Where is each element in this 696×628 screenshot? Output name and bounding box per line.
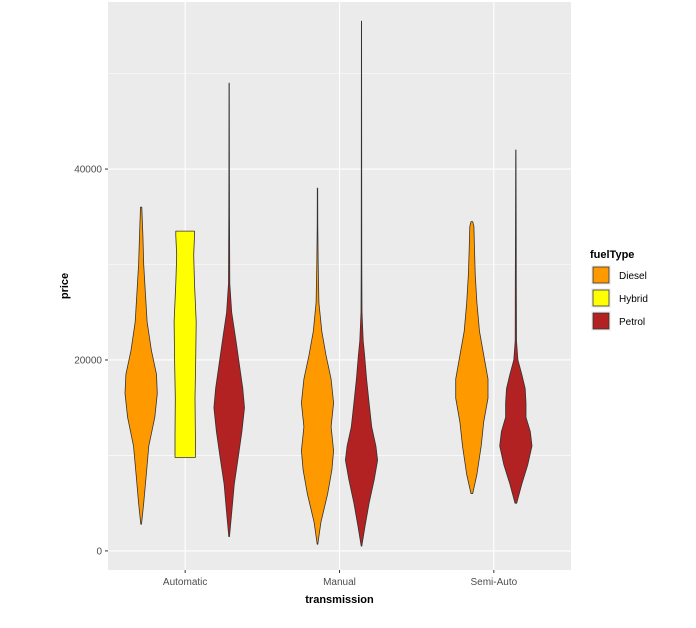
x-tick-label: Manual <box>323 577 356 588</box>
violin-hybrid-automatic <box>173 230 197 458</box>
y-tick-label: 20000 <box>74 355 102 366</box>
x-axis-title: transmission <box>305 594 374 606</box>
y-tick-label: 0 <box>96 546 102 557</box>
violin-diesel-semi-auto <box>455 221 489 494</box>
legend-label-diesel: Diesel <box>619 271 647 282</box>
legend-label-petrol: Petrol <box>619 317 645 328</box>
legend-title: fuelType <box>590 249 634 261</box>
x-tick-label: Semi-Auto <box>470 577 517 588</box>
violin-petrol-automatic <box>213 82 245 537</box>
violins <box>124 20 533 547</box>
violin-petrol-manual <box>345 20 378 547</box>
x-tick-label: Automatic <box>163 577 207 588</box>
legend: fuelType Diesel Hybrid Petrol <box>590 249 648 331</box>
y-axis-title: price <box>59 273 71 299</box>
legend-swatch-hybrid <box>592 289 610 307</box>
y-axis: 0 20000 40000 <box>74 165 108 557</box>
violin-petrol-semi-auto <box>499 149 533 504</box>
legend-swatch-petrol <box>592 312 610 330</box>
x-axis: Automatic Manual Semi-Auto <box>163 570 518 588</box>
y-tick-label: 40000 <box>74 165 102 176</box>
legend-swatch-diesel <box>592 266 610 284</box>
violin-diesel-manual <box>301 187 334 545</box>
violin-diesel-automatic <box>124 206 158 525</box>
legend-label-hybrid: Hybrid <box>619 294 648 305</box>
